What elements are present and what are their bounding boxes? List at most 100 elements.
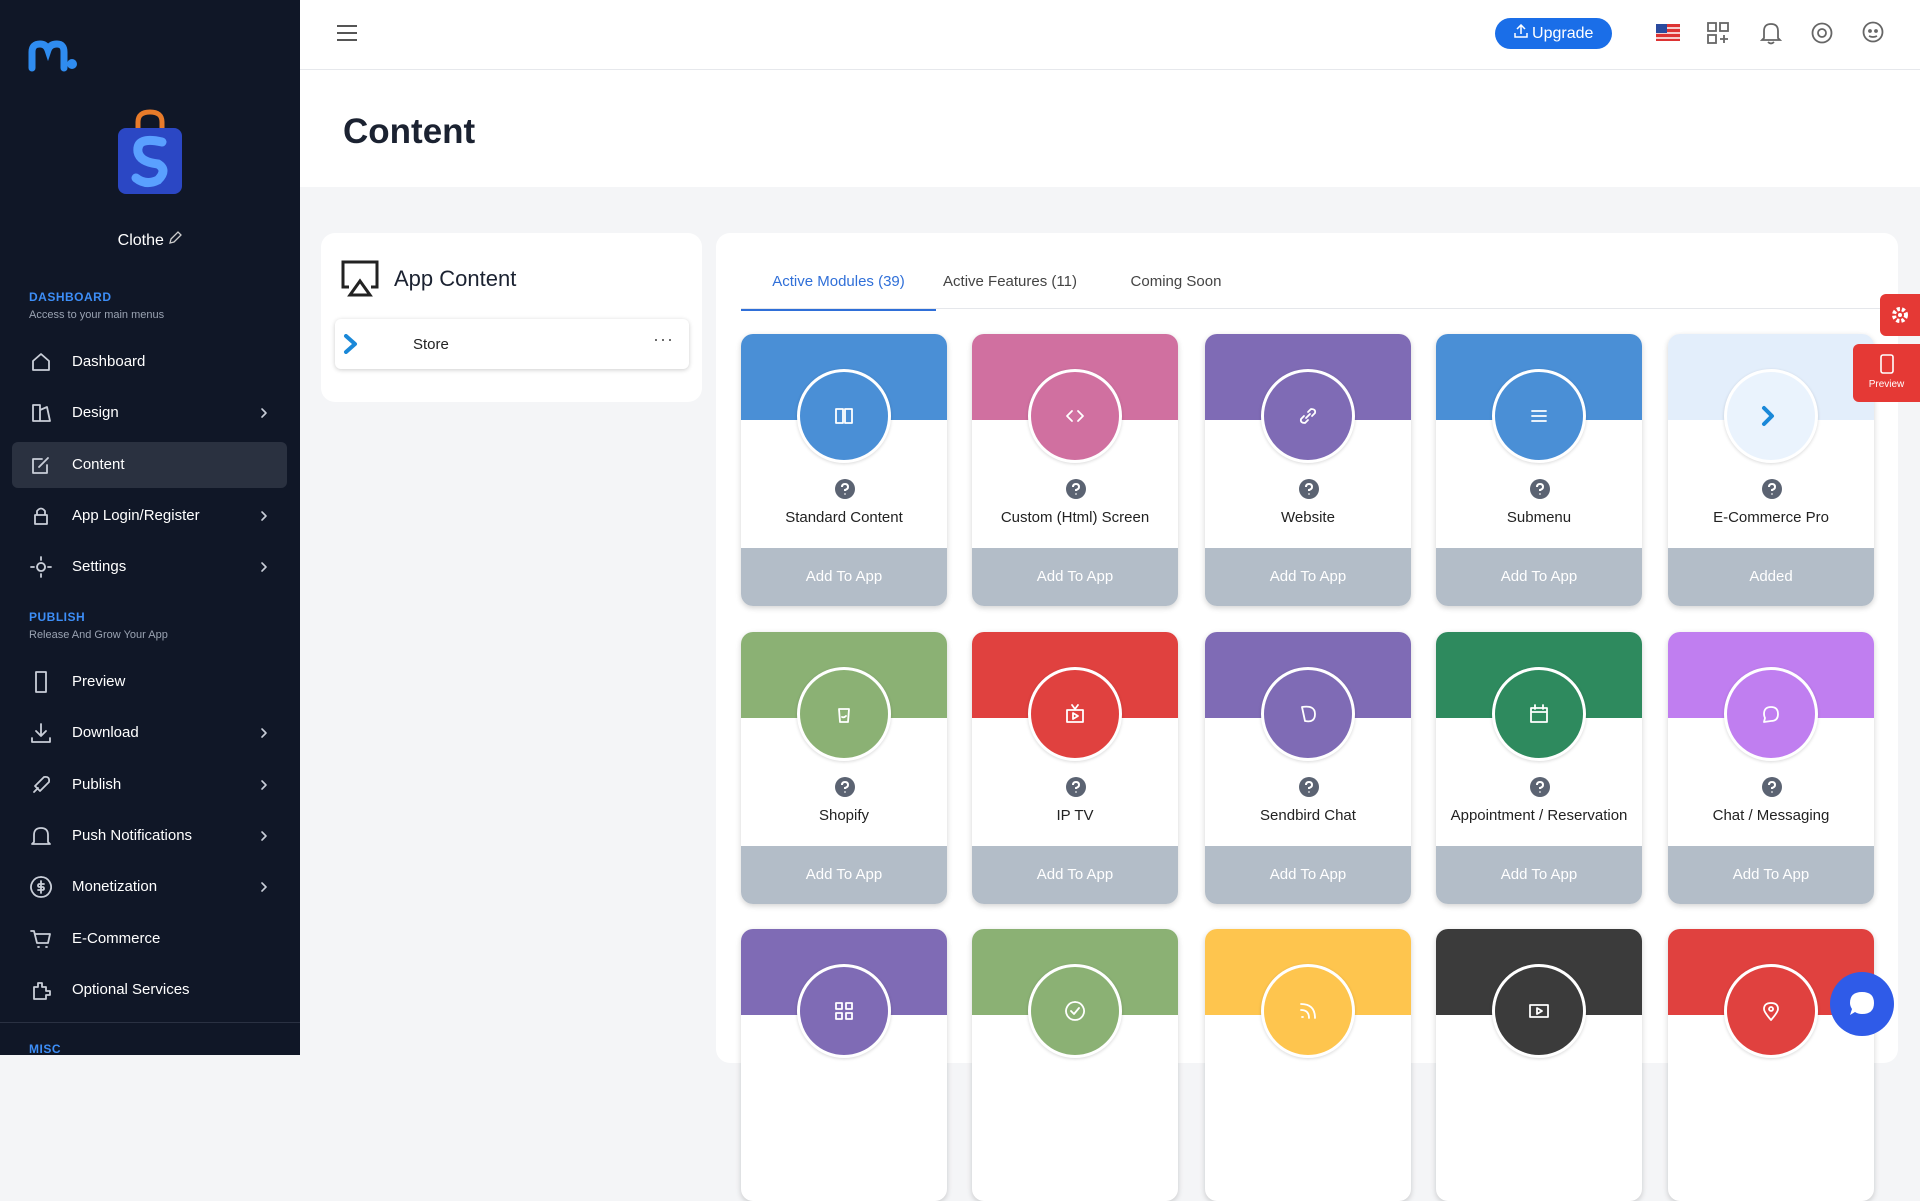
module-name: Website [1281,509,1335,526]
module-card: Website Add To App [1205,334,1411,606]
help-icon[interactable] [1762,479,1782,499]
section-title: PUBLISH [29,610,86,624]
module-glyph-shape [1531,410,1547,422]
nav-item[interactable]: Dashboard [12,339,287,385]
add-button[interactable]: Add To App [741,846,947,904]
help-mark [841,780,850,793]
nav-item[interactable]: Publish [12,762,287,808]
module-glyph [1763,706,1779,723]
nav-item[interactable]: Optional Services [12,967,287,1013]
tab[interactable]: Active Modules (39) [741,273,936,311]
nav-label: Monetization [72,878,158,896]
support-icon[interactable] [1811,22,1833,44]
apps-icon[interactable] [1707,22,1729,44]
nav-item[interactable]: Design [12,390,287,436]
gear-icon [1892,307,1908,323]
module-icon [1492,964,1586,1058]
help-mark [1305,780,1314,793]
nav-label: Download [72,724,139,742]
page-title: Content [343,112,476,151]
chevron [261,562,267,572]
module-icon [1724,964,1818,1058]
add-button[interactable]: Add To App [1436,548,1642,606]
nav-label: Dashboard [72,353,146,370]
add-button[interactable]: Add To App [1436,846,1642,904]
button-label: Add To App [1732,866,1810,883]
help-icon[interactable] [1530,479,1550,499]
add-button[interactable]: Add To App [1205,548,1411,606]
chat-widget[interactable] [1830,972,1894,1036]
help-icon[interactable] [1299,479,1319,499]
language-flag[interactable] [1656,24,1680,41]
notifications-icon[interactable] [1760,21,1782,45]
help-icon[interactable] [1762,777,1782,797]
help-icon[interactable] [1066,479,1086,499]
upgrade-button[interactable]: Upgrade [1495,18,1612,49]
button-label: Add To App [1500,568,1578,585]
add-button[interactable]: Add To App [741,548,947,606]
nav-label: Content [72,455,125,473]
module-name: Custom (Html) Screen [1000,509,1150,526]
nav-item[interactable]: App Login/Register [12,493,287,539]
nav-label: Settings [72,558,127,576]
nav-icon [34,507,48,525]
module-glyph [1300,1003,1316,1019]
edit-icon[interactable] [168,231,183,245]
button-label: Added [1749,568,1793,585]
help-icon[interactable] [1530,777,1550,797]
nav-icon [32,404,51,423]
help-mark [841,482,850,495]
add-button[interactable]: Added [1668,548,1874,606]
chevron-shape [261,511,267,521]
module-glyph [1301,705,1316,723]
tab[interactable]: Coming Soon [1111,273,1241,309]
add-button[interactable]: Add To App [1205,846,1411,904]
help-icon[interactable] [835,777,855,797]
nav-label: App Login/Register [72,506,200,524]
nav-item[interactable]: E-Commerce [12,916,287,962]
nav-icon-shape [35,671,47,693]
profile-icon[interactable] [1862,21,1884,43]
phone-icon [1879,354,1894,374]
module-card: E-Commerce Pro Added [1668,334,1874,606]
module-icon [1261,964,1355,1058]
module-glyph-shape [1301,705,1316,723]
tab[interactable]: Active Features (11) [925,273,1095,309]
store-name: Clothe [117,232,164,249]
add-button[interactable]: Add To App [972,846,1178,904]
nav-item[interactable]: Preview [12,659,287,705]
add-button[interactable]: Add To App [1668,846,1874,904]
module-icon [1724,667,1818,761]
content-item[interactable]: Store ··· [335,319,689,369]
upload-icon [1513,23,1528,38]
nav-label: Design [72,404,119,422]
module-icon [1261,369,1355,463]
chevron [261,728,267,739]
nav-item[interactable]: Download [12,710,287,756]
nav-label: Optional Services [72,980,190,998]
chevron-shape [261,408,267,419]
add-button[interactable]: Add To App [972,548,1178,606]
preview-float[interactable]: Preview [1853,344,1920,402]
menu-toggle[interactable] [336,24,358,42]
help-mark [1305,482,1314,495]
help-icon[interactable] [1066,777,1086,797]
module-card [1668,929,1874,1201]
nav-label: Publish [72,775,122,793]
nav-item[interactable]: Monetization [12,864,287,910]
nav-item[interactable]: Content [12,441,287,488]
chevron-shape [261,562,267,572]
module-glyph [835,1002,853,1020]
item-menu[interactable]: ··· [653,329,674,349]
button-label: Add To App [805,568,883,585]
button-label: Add To App [1500,866,1578,883]
help-icon[interactable] [835,479,855,499]
tab-label: Active Features (11) [943,273,1077,290]
help-icon[interactable] [1299,777,1319,797]
nav-item[interactable]: Settings [12,544,287,590]
store-icon-shape [344,334,357,354]
module-glyph [1066,410,1084,422]
module-card: Shopify Add To App [741,632,947,904]
nav-item[interactable]: Push Notifications [12,813,287,859]
settings-float[interactable] [1880,294,1920,336]
